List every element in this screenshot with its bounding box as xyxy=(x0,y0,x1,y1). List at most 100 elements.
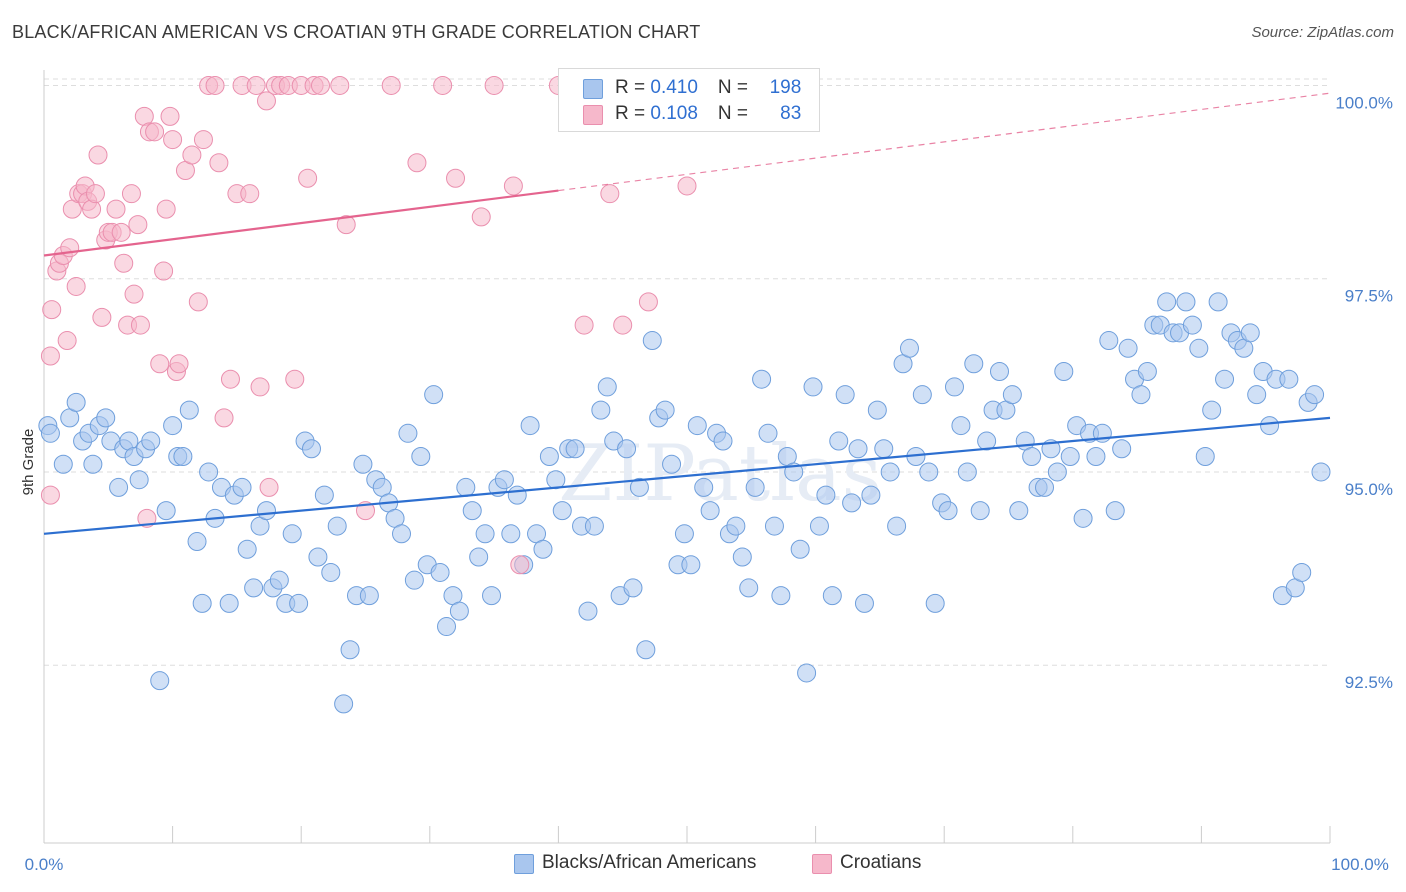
croatians-point xyxy=(85,184,105,204)
croatians-point xyxy=(128,215,148,235)
croatians-point xyxy=(57,331,77,351)
croatians-point xyxy=(446,168,466,188)
tick-labels: 92.5% 95.0% 97.5% 100.0% 0.0% 100.0% xyxy=(25,93,1393,874)
croatians-point xyxy=(471,207,491,227)
blacks-point xyxy=(700,501,720,521)
croatians-point xyxy=(124,284,144,304)
croatians-point xyxy=(381,75,401,95)
blacks-point xyxy=(912,385,932,405)
blacks-point xyxy=(1086,447,1106,466)
croatians-point xyxy=(638,292,658,312)
blacks-point xyxy=(887,516,907,536)
legend-n-value: 83 xyxy=(780,103,802,124)
blacks-point xyxy=(642,331,662,351)
blacks-point xyxy=(1022,447,1042,466)
blacks-point xyxy=(1002,385,1022,405)
croatians-point xyxy=(613,315,633,335)
croatians-trend-line xyxy=(43,189,559,257)
blacks-point xyxy=(809,516,829,536)
blacks-point xyxy=(771,586,791,606)
chart-source: Source: ZipAtlas.com xyxy=(1251,24,1394,41)
croatians-point xyxy=(111,222,131,242)
blacks-point xyxy=(1035,477,1055,497)
blacks-point xyxy=(1182,315,1202,335)
blacks-point xyxy=(944,377,964,397)
bottom-legend-label: Croatians xyxy=(840,852,922,873)
blacks-point xyxy=(1292,562,1312,582)
legend-r-label: R = xyxy=(615,103,651,124)
croatians-point xyxy=(42,300,62,320)
blacks-point xyxy=(244,578,264,598)
croatians-point xyxy=(193,130,213,150)
stats-legend: R = 0.410 N = 198 R = 0.108 N = 83 xyxy=(558,68,820,132)
blacks-point xyxy=(1060,447,1080,466)
croatians-point xyxy=(259,477,279,497)
croatians-point xyxy=(150,354,170,374)
croatians-point xyxy=(336,215,356,235)
blacks-point xyxy=(1176,292,1196,312)
blacks-point xyxy=(1247,385,1267,405)
blacks-point xyxy=(816,485,836,505)
blacks-point xyxy=(353,454,373,474)
blacks-point xyxy=(1311,462,1331,482)
croatians-point xyxy=(188,292,208,312)
blacks-point xyxy=(430,562,450,582)
blacks-point xyxy=(655,400,675,420)
blacks-point xyxy=(156,501,176,521)
blacks-point xyxy=(163,416,183,436)
legend-swatch-pink xyxy=(583,105,603,125)
croatians-point xyxy=(130,315,150,335)
blacks-point xyxy=(501,524,521,544)
croatians-point xyxy=(163,130,183,150)
bottom-legend-label: Blacks/African Americans xyxy=(542,852,757,873)
y-tick-label: 100.0% xyxy=(1335,93,1393,112)
blacks-point xyxy=(237,539,257,559)
croatians-point xyxy=(88,145,108,165)
blacks-point xyxy=(173,447,193,466)
blacks-point xyxy=(1099,331,1119,351)
blacks-point xyxy=(1279,369,1299,389)
croatians-point xyxy=(285,369,305,389)
blacks-point xyxy=(989,361,1009,381)
blacks-point xyxy=(482,586,502,606)
blacks-point xyxy=(854,593,874,613)
blacks-point xyxy=(219,593,239,613)
legend-swatch-blue xyxy=(583,79,603,99)
croatians-point xyxy=(205,75,225,95)
blacks-point xyxy=(187,532,207,552)
blacks-point xyxy=(874,439,894,459)
blacks-point xyxy=(1240,323,1260,343)
blacks-point xyxy=(256,501,276,521)
blacks-point xyxy=(462,501,482,521)
blacks-point xyxy=(835,385,855,405)
blacks-point xyxy=(977,431,997,451)
croatians-point xyxy=(246,75,266,95)
blacks-point xyxy=(790,539,810,559)
chart-title: BLACK/AFRICAN AMERICAN VS CROATIAN 9TH G… xyxy=(12,22,701,42)
croatians-point xyxy=(330,75,350,95)
blacks-point xyxy=(392,524,412,544)
blacks-point xyxy=(282,524,302,544)
blacks-trend-line xyxy=(43,416,1331,535)
blacks-point xyxy=(1112,439,1132,459)
blacks-point xyxy=(424,385,444,405)
croatians-point xyxy=(433,75,453,95)
blacks-point xyxy=(880,462,900,482)
legend-n-label: N = xyxy=(717,103,754,124)
blacks-point xyxy=(96,408,116,428)
croatians-point xyxy=(600,184,620,204)
blacks-point xyxy=(141,431,161,451)
croatians-point xyxy=(407,153,427,173)
blacks-point xyxy=(533,539,553,559)
blacks-point xyxy=(578,601,598,621)
croatians-point xyxy=(156,199,176,219)
blacks-point xyxy=(314,485,334,505)
blacks-point xyxy=(899,338,919,358)
blacks-point xyxy=(321,562,341,582)
blacks-point xyxy=(938,501,958,521)
blacks-point xyxy=(803,377,823,397)
croatians-point xyxy=(510,555,530,575)
blacks-point xyxy=(597,377,617,397)
blacks-point xyxy=(745,477,765,497)
